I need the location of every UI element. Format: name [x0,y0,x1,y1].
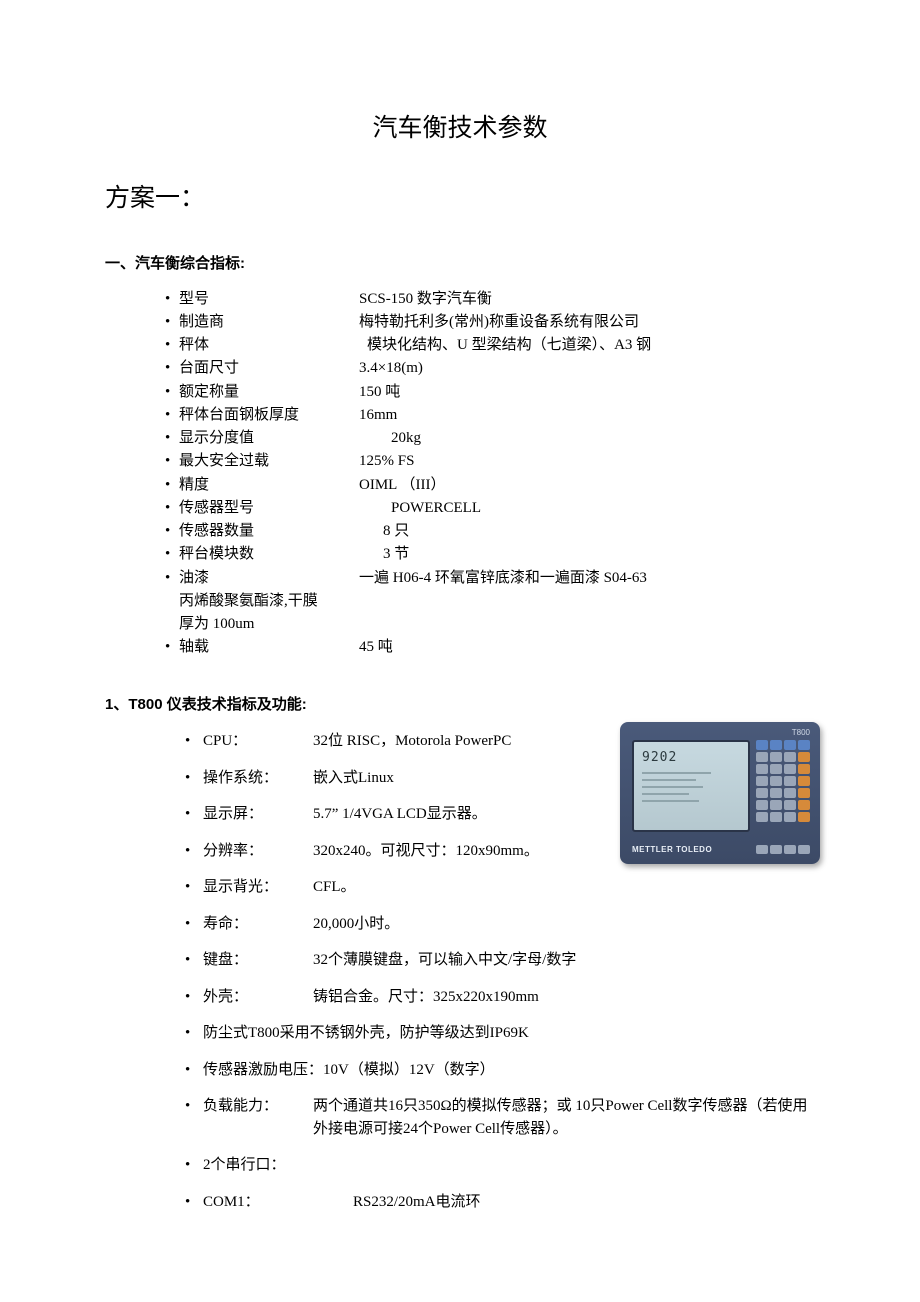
spec-size: 台面尺寸3.4×18(m) [165,357,815,380]
spec-label: 台面尺寸 [179,357,359,380]
section2-heading: 1、T800 仪表技术指标及功能: [105,694,815,717]
t-label: 键盘： [203,949,313,972]
t-label: 分辨率： [203,840,313,863]
plan-heading: 方案一： [105,180,815,218]
spec-label: 额定称量 [179,381,359,404]
spec-value: 45 吨 [359,636,815,659]
t800-serial: 2个串行口： [185,1154,815,1177]
t800-com1: COM1：RS232/20mA电流环 [185,1191,815,1214]
spec-value: 3.4×18(m) [359,357,815,380]
spec-label: 制造商 [179,311,359,334]
t800-keyboard: 键盘：32个薄膜键盘，可以输入中文/字母/数字 [185,949,815,972]
device-digits: 9202 [642,748,677,768]
t-label: 寿命： [203,913,313,936]
t-value: 20,000小时。 [313,913,815,936]
device-screen: 9202 [632,740,750,832]
spec-axle: 轴载45 吨 [165,636,815,659]
spec-model: 型号SCS-150 数字汽车衡 [165,288,815,311]
spec-paint: 油漆一遍 H06-4 环氧富锌底漆和一遍面漆 S04-63 [165,567,815,590]
spec-label: 型号 [179,288,359,311]
spec-sensor-model: 传感器型号POWERCELL [165,497,815,520]
t800-backlight: 显示背光：CFL。 [185,876,815,899]
spec-division: 显示分度值20kg [165,427,815,450]
device-keypad [756,740,810,822]
spec-plate: 秤体台面钢板厚度16mm [165,404,815,427]
spec-value: 125% FS [359,450,815,473]
spec-label: 精度 [179,474,359,497]
device-model-label: T800 [792,727,810,739]
device-screen-lines [642,772,740,807]
spec-label: 秤台模块数 [179,543,359,566]
spec-value: 模块化结构、U 型梁结构（七道梁）、A3 钢 [359,334,815,357]
t800-life: 寿命：20,000小时。 [185,913,815,936]
t-label: 外壳： [203,986,313,1009]
t-label: CPU： [203,730,313,753]
spec-accuracy: 精度OIML （III） [165,474,815,497]
spec-value: SCS-150 数字汽车衡 [359,288,815,311]
spec-label: 显示分度值 [179,427,359,450]
t-value: 2个串行口： [203,1157,286,1173]
paint-line3: 厚为 100um [179,616,254,632]
spec-value: 梅特勒托利多(常州)称重设备系统有限公司 [359,311,815,334]
t800-device-image: T800 9202 METTLER TOLEDO [620,722,820,864]
spec-modules: 秤台模块数3 节 [165,543,815,566]
spec-value: 20kg [359,427,815,450]
spec-body: 秤体模块化结构、U 型梁结构（七道梁）、A3 钢 [165,334,815,357]
spec-label: 传感器数量 [179,520,359,543]
spec-value: OIML （III） [359,474,815,497]
t-value: 两个通道共16只350Ω的模拟传感器；或 10只Power Cell数字传感器（… [313,1098,807,1137]
doc-title: 汽车衡技术参数 [105,110,815,148]
device-fn-row [756,845,810,854]
t-label: 操作系统： [203,767,313,790]
device-brand-label: METTLER TOLEDO [632,844,712,856]
spec-label: 油漆 [179,567,359,590]
paint-left: 丙烯酸 [179,593,224,609]
spec-rated: 额定称量150 吨 [165,381,815,404]
t-value: 传感器激励电压：10V（模拟）12V（数字） [203,1062,495,1078]
section1-heading: 一、汽车衡综合指标: [105,253,815,276]
spec-label: 传感器型号 [179,497,359,520]
spec-label: 秤体 [179,334,359,357]
spec-paint-line2: 丙烯酸聚氨酯漆,干膜 [165,590,815,613]
spec-label: 秤体台面钢板厚度 [179,404,359,427]
spec-manufacturer: 制造商梅特勒托利多(常州)称重设备系统有限公司 [165,311,815,334]
spec-value: 16mm [359,404,815,427]
spec-value: POWERCELL [359,497,815,520]
paint-right: 聚氨酯漆,干膜 [224,593,318,609]
spec-sensor-qty: 传感器数量8 只 [165,520,815,543]
spec-value: 8 只 [359,520,815,543]
t-label: 显示屏： [203,803,313,826]
t800-case: 外壳：铸铝合金。尺寸：325x220x190mm [185,986,815,1009]
spec-value: 3 节 [359,543,815,566]
spec-paint-line3: 厚为 100um [165,613,815,636]
t-label: COM1： [203,1191,353,1214]
spec-list: 型号SCS-150 数字汽车衡 制造商梅特勒托利多(常州)称重设备系统有限公司 … [105,288,815,660]
t-value: 防尘式T800采用不锈钢外壳，防护等级达到IP69K [203,1025,529,1041]
t-value: RS232/20mA电流环 [353,1191,815,1214]
t-value: 32个薄膜键盘，可以输入中文/字母/数字 [313,949,815,972]
t800-excitation: 传感器激励电压：10V（模拟）12V（数字） [185,1059,815,1082]
t-value: 铸铝合金。尺寸：325x220x190mm [313,986,815,1009]
t-value: CFL。 [313,876,815,899]
t800-load: 负载能力：两个通道共16只350Ω的模拟传感器；或 10只Power Cell数… [185,1095,815,1140]
t-label: 显示背光： [203,876,313,899]
spec-label: 最大安全过载 [179,450,359,473]
t800-dust: 防尘式T800采用不锈钢外壳，防护等级达到IP69K [185,1022,815,1045]
t-label: 负载能力： [203,1095,313,1140]
spec-label: 轴载 [179,636,359,659]
spec-overload: 最大安全过载125% FS [165,450,815,473]
spec-value: 150 吨 [359,381,815,404]
spec-value: 一遍 H06-4 环氧富锌底漆和一遍面漆 S04-63 [359,567,815,590]
